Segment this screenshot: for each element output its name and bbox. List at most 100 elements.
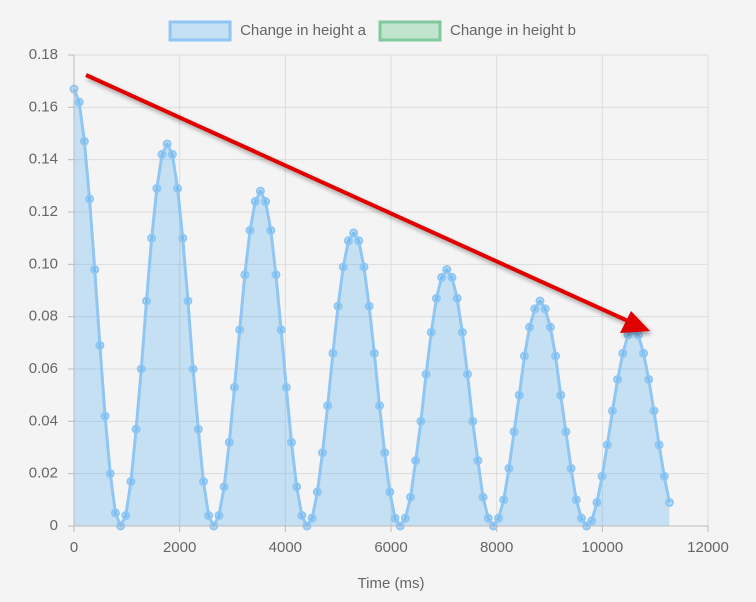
data-point xyxy=(147,233,157,243)
data-point xyxy=(271,270,281,280)
area xyxy=(74,89,670,527)
x-tick-label: 0 xyxy=(70,539,78,556)
data-point xyxy=(110,508,120,518)
data-point xyxy=(343,236,353,246)
data-point xyxy=(473,456,483,466)
data-point xyxy=(540,304,550,314)
data-point xyxy=(421,369,431,379)
data-point xyxy=(359,262,369,272)
data-point xyxy=(162,139,172,149)
data-point xyxy=(349,228,359,238)
data-point xyxy=(85,194,95,204)
data-point xyxy=(416,416,426,426)
data-point xyxy=(74,97,84,107)
data-point xyxy=(566,463,576,473)
data-point xyxy=(364,301,374,311)
data-point xyxy=(198,477,208,487)
data-point xyxy=(602,440,612,450)
data-point xyxy=(457,327,467,337)
x-tick-label: 12000 xyxy=(687,539,729,556)
data-point xyxy=(437,272,447,282)
data-point xyxy=(250,197,260,207)
data-point xyxy=(659,471,669,481)
data-point xyxy=(613,374,623,384)
data-point xyxy=(204,511,214,521)
y-tick-label: 0.18 xyxy=(29,46,58,63)
arrow-head xyxy=(620,311,650,333)
legend: Change in height a Change in height b xyxy=(168,20,576,42)
data-point xyxy=(323,401,333,411)
line xyxy=(72,88,671,528)
data-point xyxy=(183,296,193,306)
plot-area xyxy=(69,84,674,531)
annotation-arrow xyxy=(85,73,650,333)
data-point xyxy=(307,513,317,523)
data-point xyxy=(292,482,302,492)
data-point xyxy=(426,327,436,337)
data-point xyxy=(664,497,674,507)
x-axis-title: Time (ms) xyxy=(358,575,425,592)
data-point xyxy=(188,364,198,374)
data-point xyxy=(297,511,307,521)
data-point xyxy=(193,424,203,434)
data-point xyxy=(100,411,110,421)
data-point xyxy=(385,487,395,497)
data-point xyxy=(276,325,286,335)
data-point xyxy=(483,513,493,523)
x-tick-label: 8000 xyxy=(480,539,513,556)
data-point xyxy=(654,440,664,450)
x-tick-label: 4000 xyxy=(269,539,302,556)
data-point xyxy=(452,293,462,303)
data-point xyxy=(214,511,224,521)
arrow-shaft xyxy=(85,73,629,323)
data-point xyxy=(240,270,250,280)
data-point xyxy=(633,330,643,340)
data-point xyxy=(90,265,100,275)
data-point xyxy=(618,348,628,358)
data-point xyxy=(369,348,379,358)
data-point xyxy=(141,296,151,306)
x-tick-label: 6000 xyxy=(374,539,407,556)
y-tick-label: 0.10 xyxy=(29,255,58,272)
data-point xyxy=(380,448,390,458)
data-point xyxy=(173,183,183,193)
data-point xyxy=(639,348,649,358)
data-point xyxy=(571,495,581,505)
data-point xyxy=(245,225,255,235)
y-tick-label: 0.08 xyxy=(29,308,58,325)
data-point xyxy=(121,511,131,521)
data-point xyxy=(286,437,296,447)
y-tick-label: 0.14 xyxy=(29,151,58,168)
x-tick-label: 2000 xyxy=(163,539,196,556)
data-point xyxy=(318,448,328,458)
data-point xyxy=(178,233,188,243)
data-point xyxy=(431,293,441,303)
data-point xyxy=(390,513,400,523)
data-point xyxy=(105,469,115,479)
data-point xyxy=(255,186,265,196)
legend-swatch xyxy=(168,20,232,42)
data-point xyxy=(136,364,146,374)
data-point xyxy=(131,424,141,434)
y-tick-label: 0.16 xyxy=(29,98,58,115)
axes: 0 0.02 0.04 0.06 0.08 0.10 0.12 0.14 0.16 0.18 0 20… xyxy=(29,46,729,556)
legend-label: Change in height b xyxy=(450,22,576,39)
x-tick-label: 10000 xyxy=(581,539,623,556)
data-point xyxy=(478,492,488,502)
data-point xyxy=(597,471,607,481)
data-point xyxy=(509,427,519,437)
data-point xyxy=(592,497,602,507)
data-point xyxy=(312,487,322,497)
y-tick-label: 0.12 xyxy=(29,203,58,220)
data-point xyxy=(545,322,555,332)
data-point xyxy=(519,351,529,361)
data-point xyxy=(587,516,597,526)
data-point xyxy=(328,348,338,358)
data-point xyxy=(535,296,545,306)
data-point xyxy=(447,272,457,282)
data-point xyxy=(649,406,659,416)
data-point xyxy=(494,513,504,523)
data-point xyxy=(406,492,416,502)
